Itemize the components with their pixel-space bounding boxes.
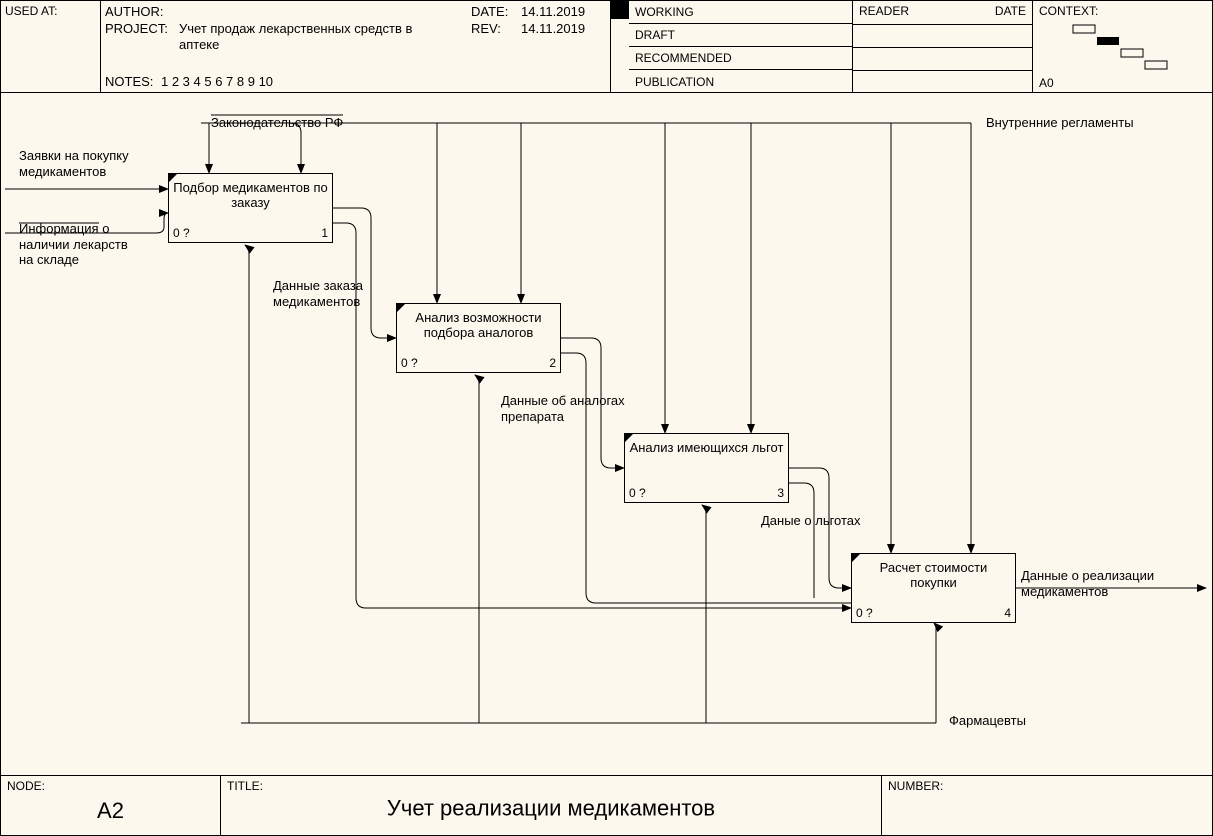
reader-label: READER <box>859 4 909 18</box>
label-input1: Заявки на покупку медикаментов <box>19 148 159 179</box>
label-out1: Данные заказа медикаментов <box>273 278 393 309</box>
box1-br: 1 <box>321 226 328 240</box>
status-publication: PUBLICATION <box>629 70 852 93</box>
publication-label: PUBLICATION <box>635 75 714 89</box>
project-value: Учет продаж лекарственных средств в апте… <box>179 21 439 52</box>
node-label: NODE: <box>7 779 45 793</box>
status-column: WORKING DRAFT RECOMMENDED PUBLICATION <box>629 1 853 93</box>
title-value: Учет реализации медикаментов <box>387 795 715 821</box>
box3-title: Анализ имеющихся льгот <box>630 440 784 455</box>
activity-box-1: Подбор медикаментов по заказу 0 ? 1 <box>168 173 333 243</box>
label-input2: Информация о наличии лекарств на складе <box>19 221 139 268</box>
status-recommended: RECOMMENDED <box>629 47 852 70</box>
box4-title: Расчет стоимости покупки <box>880 560 988 590</box>
footer-node-cell: NODE: A2 <box>1 776 221 835</box>
box2-bl: 0 ? <box>401 356 418 370</box>
draft-label: DRAFT <box>635 28 675 42</box>
rev-label: REV: <box>471 21 501 37</box>
used-at-cell: USED AT: <box>1 1 101 93</box>
context-a0: A0 <box>1039 76 1054 90</box>
used-at-label: USED AT: <box>5 4 57 18</box>
node-value: A2 <box>97 798 124 824</box>
activity-box-4: Расчет стоимости покупки 0 ? 4 <box>851 553 1016 623</box>
label-reg: Внутренние регламенты <box>986 115 1134 131</box>
date-value: 14.11.2019 <box>521 4 585 20</box>
recommended-label: RECOMMENDED <box>635 51 732 65</box>
activity-box-3: Анализ имеющихся льгот 0 ? 3 <box>624 433 789 503</box>
footer: NODE: A2 TITLE: Учет реализации медикаме… <box>1 775 1212 835</box>
footer-title-cell: TITLE: Учет реализации медикаментов <box>221 776 882 835</box>
box4-bl: 0 ? <box>856 606 873 620</box>
diagram-canvas: Подбор медикаментов по заказу 0 ? 1 Анал… <box>1 93 1212 777</box>
box2-title: Анализ возможности подбора аналогов <box>415 310 541 340</box>
notes-value: 1 2 3 4 5 6 7 8 9 10 <box>161 74 273 90</box>
box3-br: 3 <box>777 486 784 500</box>
date-label: DATE: <box>471 4 508 20</box>
box1-bl: 0 ? <box>173 226 190 240</box>
author-label: AUTHOR: <box>105 4 164 20</box>
number-label: NUMBER: <box>888 779 943 793</box>
rev-value: 14.11.2019 <box>521 21 585 37</box>
notes-label: NOTES: <box>105 74 153 90</box>
title-label: TITLE: <box>227 779 263 793</box>
context-cell: CONTEXT: A0 <box>1033 1 1211 93</box>
label-out2: Данные об аналогах препарата <box>501 393 641 424</box>
status-draft: DRAFT <box>629 24 852 47</box>
label-mech: Фармацевты <box>949 713 1026 729</box>
box1-title: Подбор медикаментов по заказу <box>173 180 328 210</box>
box4-br: 4 <box>1004 606 1011 620</box>
context-tree-icon <box>1053 21 1193 71</box>
footer-number-cell: NUMBER: <box>882 776 1212 835</box>
label-out3: Даные о льготах <box>761 513 901 529</box>
reader-date-label: DATE <box>995 4 1026 18</box>
box2-br: 2 <box>549 356 556 370</box>
author-project-cell: AUTHOR: PROJECT: Учет продаж лекарственн… <box>101 1 611 93</box>
label-out4: Данные о реализации медикаментов <box>1021 568 1191 599</box>
working-label: WORKING <box>635 5 694 19</box>
context-label: CONTEXT: <box>1039 4 1098 18</box>
activity-box-2: Анализ возможности подбора аналогов 0 ? … <box>396 303 561 373</box>
label-law: Законодательство РФ <box>211 115 343 131</box>
idef0-diagram: USED AT: AUTHOR: PROJECT: Учет продаж ле… <box>0 0 1213 836</box>
project-label: PROJECT: <box>105 21 168 37</box>
reader-cell: READER DATE <box>853 1 1033 93</box>
box3-bl: 0 ? <box>629 486 646 500</box>
header: USED AT: AUTHOR: PROJECT: Учет продаж ле… <box>1 1 1212 93</box>
status-working: WORKING <box>629 1 852 24</box>
working-marker <box>611 1 629 19</box>
